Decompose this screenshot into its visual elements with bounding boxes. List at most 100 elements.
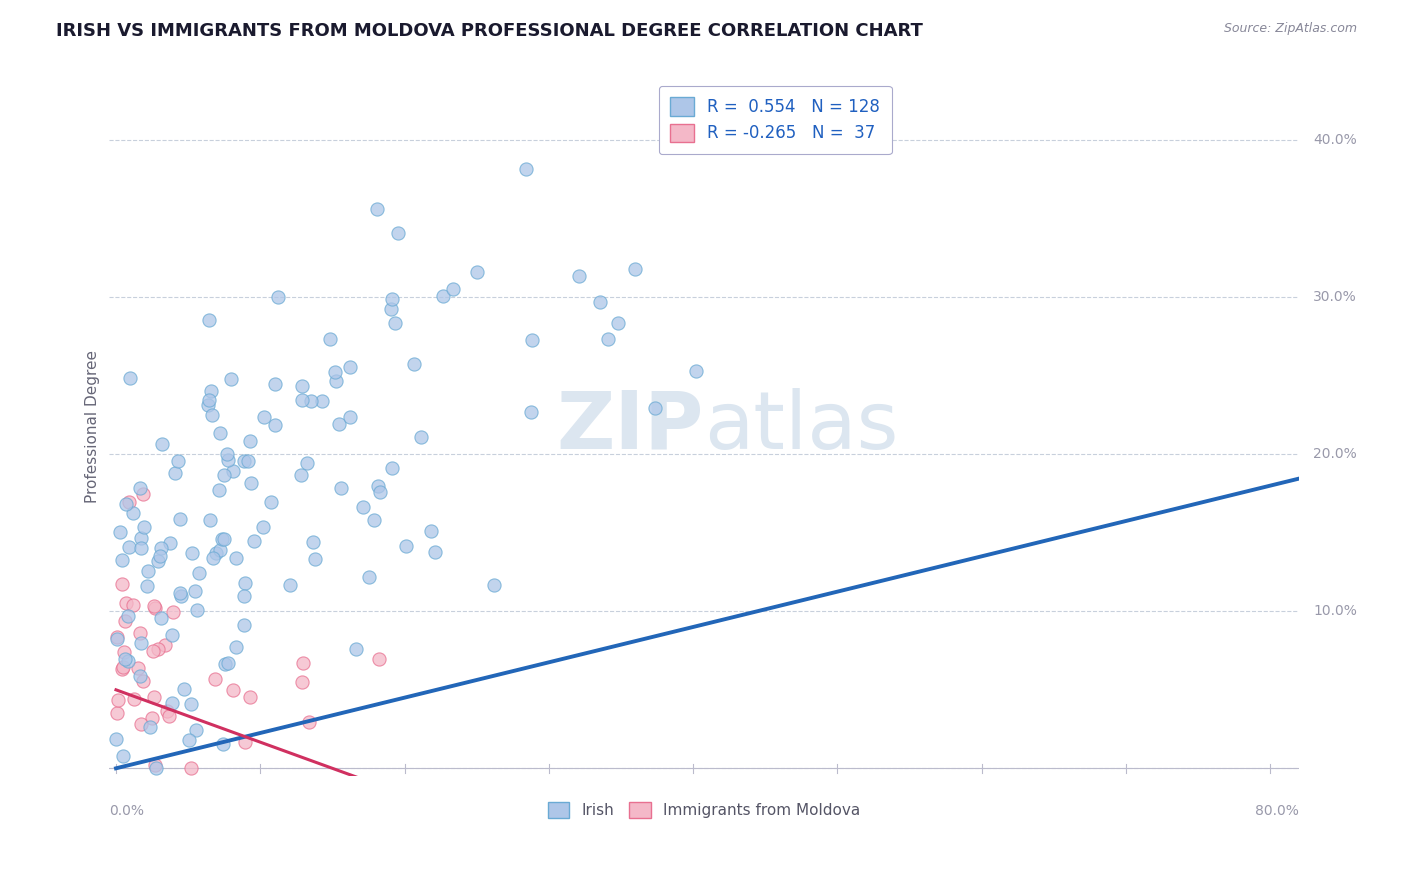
- Point: [122, 598, 145, 612]
- Point: [420, 524, 443, 539]
- Point: [173, 682, 195, 697]
- Point: [136, 579, 159, 593]
- Point: [105, 632, 128, 646]
- Point: [380, 302, 402, 317]
- Point: [381, 293, 404, 307]
- Point: [180, 761, 202, 775]
- Point: [515, 161, 537, 176]
- Point: [297, 456, 319, 470]
- Point: [110, 524, 132, 539]
- Point: [118, 495, 141, 509]
- Text: 10.0%: 10.0%: [1313, 604, 1357, 618]
- Point: [368, 485, 391, 500]
- Point: [239, 690, 262, 705]
- Point: [344, 642, 367, 657]
- Point: [118, 370, 141, 384]
- Point: [111, 660, 134, 674]
- Point: [107, 693, 129, 707]
- Point: [160, 628, 183, 642]
- Point: [212, 532, 235, 546]
- Point: [150, 437, 173, 451]
- Point: [267, 290, 290, 304]
- Point: [384, 316, 406, 330]
- Point: [105, 706, 128, 720]
- Point: [112, 645, 135, 659]
- Point: [685, 364, 707, 378]
- Point: [143, 690, 166, 705]
- Point: [290, 467, 312, 482]
- Point: [363, 513, 385, 527]
- Point: [339, 410, 361, 425]
- Point: [128, 625, 150, 640]
- Point: [186, 603, 208, 617]
- Point: [299, 394, 322, 409]
- Legend: Irish, Immigrants from Moldova: Irish, Immigrants from Moldova: [541, 796, 866, 824]
- Point: [105, 630, 128, 644]
- Text: 80.0%: 80.0%: [1256, 804, 1299, 818]
- Point: [131, 541, 153, 555]
- Point: [233, 454, 256, 468]
- Point: [292, 656, 315, 670]
- Text: ZIP: ZIP: [557, 388, 704, 466]
- Point: [141, 711, 163, 725]
- Text: IRISH VS IMMIGRANTS FROM MOLDOVA PROFESSIONAL DEGREE CORRELATION CHART: IRISH VS IMMIGRANTS FROM MOLDOVA PROFESS…: [56, 22, 924, 40]
- Point: [209, 425, 232, 440]
- Point: [222, 683, 245, 698]
- Point: [197, 313, 219, 327]
- Point: [128, 669, 150, 683]
- Point: [352, 500, 374, 514]
- Point: [136, 564, 159, 578]
- Point: [232, 589, 254, 603]
- Point: [219, 372, 242, 386]
- Point: [201, 551, 224, 566]
- Point: [598, 332, 620, 346]
- Point: [765, 102, 787, 116]
- Point: [235, 735, 257, 749]
- Point: [225, 640, 247, 654]
- Point: [568, 268, 591, 283]
- Point: [200, 384, 222, 398]
- Point: [607, 316, 630, 330]
- Point: [184, 723, 207, 737]
- Point: [157, 708, 180, 723]
- Point: [222, 464, 245, 478]
- Point: [644, 401, 666, 415]
- Point: [139, 721, 162, 735]
- Point: [149, 549, 172, 564]
- Point: [169, 586, 191, 600]
- Text: atlas: atlas: [704, 388, 898, 466]
- Point: [217, 453, 239, 467]
- Point: [395, 539, 418, 553]
- Point: [188, 566, 211, 581]
- Text: 30.0%: 30.0%: [1313, 290, 1357, 304]
- Point: [142, 644, 165, 658]
- Point: [209, 543, 232, 558]
- Point: [291, 674, 314, 689]
- Point: [159, 536, 181, 550]
- Point: [170, 590, 193, 604]
- Point: [105, 732, 128, 747]
- Point: [115, 497, 138, 511]
- Y-axis label: Professional Degree: Professional Degree: [86, 351, 100, 503]
- Point: [118, 540, 141, 554]
- Point: [291, 379, 314, 393]
- Point: [143, 758, 166, 772]
- Point: [330, 481, 353, 495]
- Point: [211, 533, 233, 547]
- Point: [129, 531, 152, 545]
- Point: [131, 486, 153, 500]
- Point: [323, 365, 346, 379]
- Point: [225, 551, 247, 566]
- Point: [155, 704, 177, 718]
- Point: [482, 578, 505, 592]
- Point: [252, 519, 274, 533]
- Point: [325, 374, 347, 388]
- Point: [402, 357, 425, 371]
- Point: [112, 748, 135, 763]
- Point: [197, 398, 219, 412]
- Point: [129, 636, 152, 650]
- Point: [180, 697, 202, 711]
- Point: [239, 434, 262, 448]
- Point: [208, 483, 231, 497]
- Point: [169, 512, 191, 526]
